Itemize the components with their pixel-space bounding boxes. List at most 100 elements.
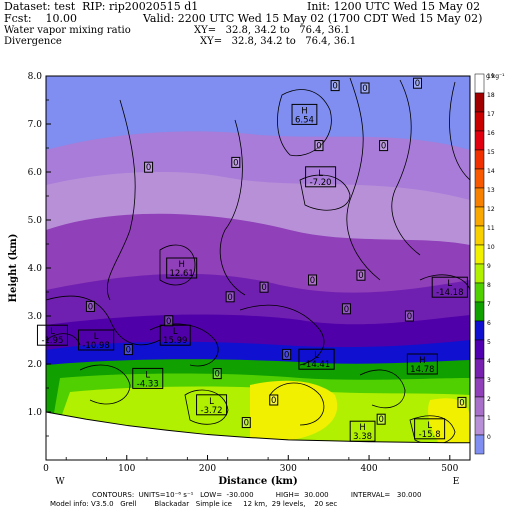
zero-label: 0 <box>212 368 222 380</box>
extremum-label: L-3.72 <box>196 394 228 416</box>
extremum-box <box>406 353 438 375</box>
y-tick-label: 4.0 <box>28 264 43 274</box>
colorbar-swatch <box>474 225 485 246</box>
colorbar-swatch <box>474 263 485 284</box>
extremum-value: -1.95 <box>41 336 63 346</box>
colorbar-level: 8 <box>487 282 491 289</box>
x-tick-label: 400 <box>360 464 377 474</box>
extremum-type: H <box>419 356 425 366</box>
extremum-type: H <box>301 106 307 116</box>
colorbar-level: 19 <box>487 73 495 80</box>
zero-label: 0 <box>404 310 414 322</box>
field1-xy-range: XY= 32.8, 34.2 to 76.4, 36.1 <box>194 25 351 36</box>
zero-value: 0 <box>310 276 315 286</box>
colorbar-level: 18 <box>487 92 495 99</box>
zero-value: 0 <box>227 293 232 303</box>
zero-label: 0 <box>269 394 279 406</box>
init-time-label: Init: 1200 UTC Wed 15 May 02 <box>307 0 481 13</box>
zero-value: 0 <box>166 317 171 327</box>
zero-label: 0 <box>123 344 133 356</box>
zero-value: 0 <box>415 79 420 89</box>
model-info: Model info: V3.5.0 Grell Blackadar Simpl… <box>50 500 338 508</box>
extremum-type: L <box>427 421 432 431</box>
zero-value: 0 <box>233 158 238 168</box>
colorbar-swatch <box>474 358 485 379</box>
zero-box <box>330 80 340 92</box>
colorbar-level: 17 <box>487 111 495 118</box>
zero-label: 0 <box>164 315 174 327</box>
zero-value: 0 <box>126 346 131 356</box>
extremum-value: 15.99 <box>163 336 187 346</box>
dataset-label: Dataset: test RIP: rip20020515 d1 <box>4 0 199 13</box>
field1-name: Water vapor mixing ratio <box>4 25 131 36</box>
colorbar-swatch <box>474 282 485 303</box>
zero-box <box>259 281 269 293</box>
extremum-value: -3.72 <box>201 406 223 416</box>
zero-contour-labels: 0 0 0 0 0 0 0 0 0 0 0 0 0 0 0 0 0 0 0 0 0 0 <box>85 77 467 429</box>
colorbar-swatch <box>474 149 485 170</box>
zero-label: 0 <box>379 140 389 152</box>
colorbar-level: 16 <box>487 130 495 137</box>
colorbar-level: 7 <box>487 301 491 308</box>
extremum-value: -7.20 <box>310 178 332 188</box>
zero-box <box>231 156 241 168</box>
y-tick-label: 6.0 <box>28 168 43 178</box>
colorbar-swatch <box>474 111 485 132</box>
zero-box <box>282 348 292 360</box>
extremum-label: L-4.33 <box>132 367 164 389</box>
colorbar-swatch <box>474 377 485 398</box>
extremum-box <box>305 166 337 188</box>
zero-box <box>144 161 154 173</box>
zero-value: 0 <box>261 283 266 293</box>
extremum-label: L-10.98 <box>77 329 115 351</box>
colorbar-level: 12 <box>487 206 495 213</box>
extremum-label: L-1.95 <box>36 324 68 346</box>
y-tick-label: 3.0 <box>28 312 43 322</box>
zero-label: 0 <box>314 140 324 152</box>
y-tick-label: 5.0 <box>28 216 43 226</box>
extremum-label: L-15.8 <box>414 418 446 440</box>
colorbar-level: 13 <box>487 187 495 194</box>
extremum-label: H14.78 <box>406 353 438 375</box>
colorbar-level: 15 <box>487 149 495 156</box>
x-tick-label: 300 <box>280 464 297 474</box>
colorbar-swatch <box>474 187 485 208</box>
y-axis: 1.0 2.0 3.0 4.0 5.0 6.0 7.0 8.0 <box>28 72 51 437</box>
extremum-box <box>291 103 318 125</box>
zero-box <box>164 315 174 327</box>
divergence-contours <box>46 77 470 445</box>
y-tick-label: 1.0 <box>28 408 43 418</box>
extremum-box <box>298 348 335 370</box>
colorbar-swatch <box>474 339 485 360</box>
x-tick-label: 500 <box>441 464 458 474</box>
field2-xy-range: XY= 32.8, 34.2 to 76.4, 36.1 <box>200 36 357 47</box>
zero-value: 0 <box>316 142 321 152</box>
colorbar-swatch <box>474 73 485 94</box>
zero-box <box>241 417 251 429</box>
y-axis-label: Height (km) <box>8 234 19 303</box>
zero-value: 0 <box>271 396 276 406</box>
zero-value: 0 <box>344 305 349 315</box>
extremum-type: L <box>209 397 214 407</box>
moisture-field <box>46 76 470 460</box>
zero-value: 0 <box>146 163 151 173</box>
zero-label: 0 <box>231 156 241 168</box>
zero-label: 0 <box>85 300 95 312</box>
zero-box <box>212 368 222 380</box>
colorbar-level: 5 <box>487 339 491 346</box>
extremum-label: H12.61 <box>166 257 198 279</box>
zero-value: 0 <box>362 84 367 94</box>
zero-label: 0 <box>413 77 423 89</box>
zero-label: 0 <box>360 82 370 94</box>
x-tick-label: 200 <box>199 464 216 474</box>
x-tick-label: 0 <box>43 464 49 474</box>
zero-value: 0 <box>378 415 383 425</box>
extremum-type: L <box>50 327 55 337</box>
zero-value: 0 <box>407 312 412 322</box>
extremum-label: L-7.20 <box>305 166 337 188</box>
zero-value: 0 <box>358 271 363 281</box>
colorbar-level: 9 <box>487 263 491 270</box>
extremum-label: L-14.18 <box>431 276 468 298</box>
zero-label: 0 <box>241 417 251 429</box>
zero-box <box>413 77 423 89</box>
